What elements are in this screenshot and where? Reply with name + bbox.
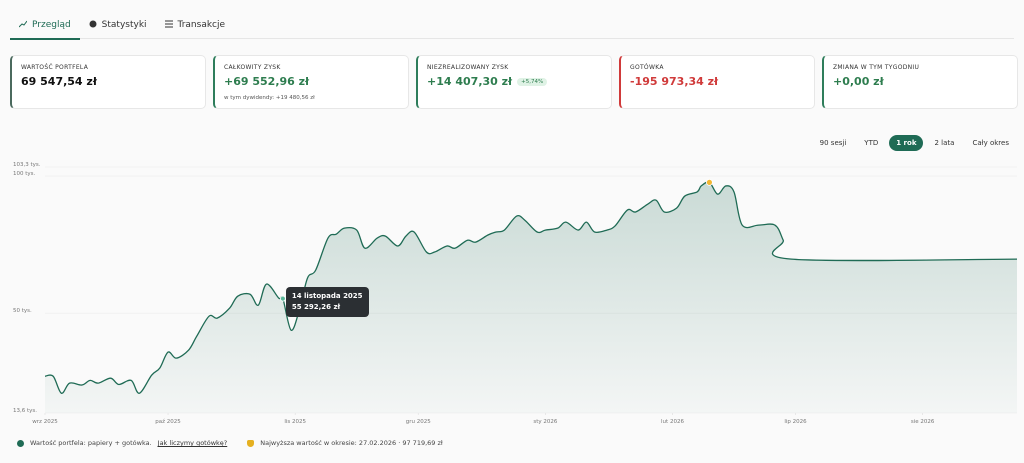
- tab-label: Przegląd: [32, 20, 71, 30]
- card-value: +69 552,96 zł: [224, 75, 310, 88]
- tooltip: 14 listopada 2025 55 292,26 zł: [285, 286, 369, 317]
- tab[interactable]: Statystyki: [80, 14, 156, 38]
- card-label: CAŁKOWITY ZYSK: [224, 64, 281, 71]
- card-label: WARTOŚĆ PORTFELA: [21, 64, 89, 71]
- card-sub: w tym dywidendy: +19 480,56 zł: [224, 95, 315, 101]
- tab[interactable]: Przegląd: [10, 14, 80, 40]
- y-tick-label: 50 tys.: [13, 308, 32, 314]
- range-button[interactable]: 1 rok: [889, 135, 924, 151]
- tab-label: Statystyki: [101, 20, 147, 30]
- card-label: GOTÓWKA: [630, 64, 664, 71]
- y-tick-label: 103,3 tys.: [13, 162, 41, 168]
- tab[interactable]: Transakcje: [156, 14, 235, 38]
- tab-label: Transakcje: [177, 20, 226, 30]
- badge: +5,74%: [517, 78, 548, 86]
- footer: Wartość portfela: papiery + gotówka. Jak…: [17, 439, 443, 447]
- footer-max: Najwyższa wartość w okresie: 27.02.2026 …: [260, 439, 443, 447]
- y-tick-label: 13,6 tys.: [13, 408, 37, 414]
- x-tick-label: lip 2026: [784, 419, 807, 425]
- card-value: +0,00 zł: [833, 75, 884, 88]
- range-button[interactable]: YTD: [864, 139, 879, 147]
- card-label: NIEZREALIZOWANY ZYSK: [427, 64, 509, 71]
- range-button[interactable]: 90 sesji: [819, 139, 847, 147]
- range-selector: 90 sesji YTD 1 rok 2 lata Cały okres: [813, 135, 1016, 151]
- card: GOTÓWKA -195 973,34 zł: [619, 55, 815, 109]
- range-button[interactable]: Cały okres: [972, 139, 1009, 147]
- tooltip-value: 55 292,26 zł: [291, 302, 341, 311]
- hover-point: [279, 295, 286, 302]
- x-tick-label: lis 2025: [284, 419, 306, 425]
- x-tick-label: paź 2025: [155, 418, 181, 425]
- card-value: 69 547,54 zł: [21, 75, 97, 88]
- card: NIEZREALIZOWANY ZYSK +14 407,30 zł +5,74%: [416, 55, 612, 109]
- tab-bar: Przegląd Statystyki Transakcje: [10, 14, 1014, 40]
- card-label: ZMIANA W TYM TYGODNIU: [833, 64, 920, 71]
- icon: [89, 20, 97, 28]
- card-value: +14 407,30 zł +5,74%: [427, 75, 548, 88]
- icon: [19, 20, 27, 28]
- footer-note: Wartość portfela: papiery + gotówka.: [30, 439, 152, 447]
- x-tick-label: wrz 2025: [32, 419, 58, 425]
- card: ZMIANA W TYM TYGODNIU +0,00 zł: [822, 55, 1018, 109]
- icon: [164, 20, 173, 28]
- max-point: [706, 178, 713, 186]
- x-tick-label: sie 2026: [911, 419, 935, 425]
- value-text: +14 407,30 zł: [427, 75, 513, 88]
- card-value: -195 973,34 zł: [630, 75, 719, 88]
- x-tick-label: lut 2026: [661, 419, 684, 425]
- line: [44, 181, 1018, 394]
- tooltip-title: 14 listopada 2025: [291, 291, 363, 300]
- y-tick-label: 100 tys.: [13, 171, 36, 177]
- footer-link[interactable]: Jak liczymy gotówkę?: [157, 439, 228, 447]
- card: WARTOŚĆ PORTFELA 69 547,54 zł: [10, 55, 206, 109]
- info-icon: [17, 439, 24, 447]
- card: CAŁKOWITY ZYSK +69 552,96 zł w tym dywid…: [213, 55, 409, 109]
- area: [45, 182, 1017, 413]
- range-button[interactable]: 2 lata: [934, 139, 955, 147]
- trophy-icon: [247, 439, 255, 447]
- x-tick-label: sty 2026: [533, 419, 558, 425]
- x-tick-label: gru 2025: [406, 419, 431, 425]
